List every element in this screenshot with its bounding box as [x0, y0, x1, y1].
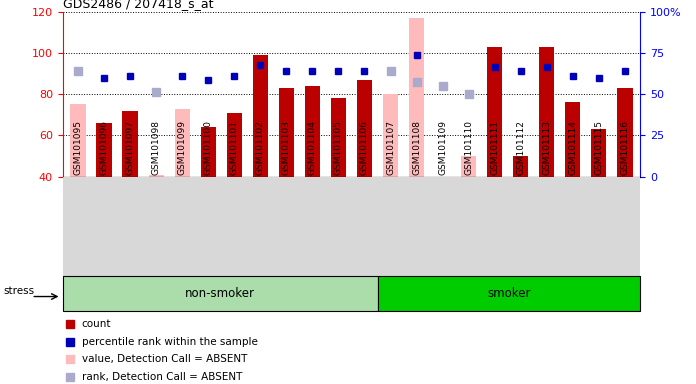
Text: smoker: smoker: [487, 287, 531, 300]
Bar: [305, 86, 320, 177]
Bar: [435, 177, 450, 214]
Bar: [383, 94, 398, 177]
Bar: [461, 156, 476, 177]
Bar: [378, 276, 640, 311]
Text: count: count: [81, 319, 111, 329]
Bar: [617, 88, 633, 177]
Bar: [63, 276, 378, 311]
Bar: [278, 88, 294, 177]
Bar: [97, 123, 112, 177]
Text: value, Detection Call = ABSENT: value, Detection Call = ABSENT: [81, 354, 247, 364]
Bar: [409, 18, 425, 177]
Bar: [513, 156, 528, 177]
Bar: [175, 109, 190, 177]
Bar: [122, 111, 138, 177]
Bar: [70, 104, 86, 177]
Bar: [356, 79, 372, 177]
Bar: [331, 98, 347, 177]
Bar: [148, 175, 164, 177]
Bar: [591, 129, 606, 177]
Text: percentile rank within the sample: percentile rank within the sample: [81, 337, 258, 347]
Bar: [227, 113, 242, 177]
Text: stress: stress: [3, 286, 34, 296]
Bar: [539, 46, 555, 177]
Bar: [565, 103, 580, 177]
Bar: [200, 127, 216, 177]
Bar: [253, 55, 268, 177]
Text: non-smoker: non-smoker: [185, 287, 255, 300]
Bar: [487, 46, 503, 177]
Text: rank, Detection Call = ABSENT: rank, Detection Call = ABSENT: [81, 372, 242, 382]
Text: GDS2486 / 207418_s_at: GDS2486 / 207418_s_at: [63, 0, 213, 10]
